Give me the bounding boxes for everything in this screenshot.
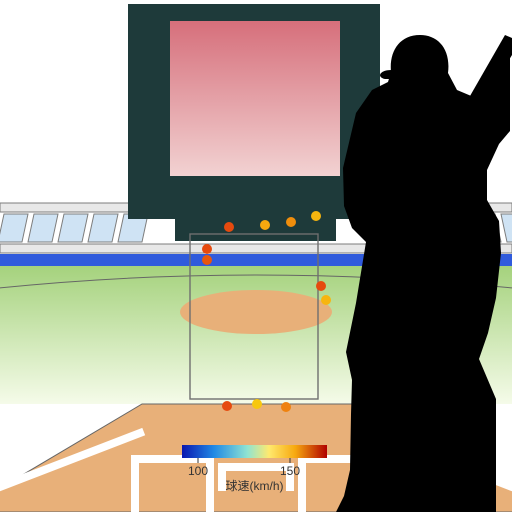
pitch-marker [311, 211, 321, 221]
pitch-marker [202, 255, 212, 265]
stadium-window [88, 214, 118, 242]
pitch-marker [281, 402, 291, 412]
legend-tick-label: 100 [188, 464, 208, 478]
pitch-marker [252, 399, 262, 409]
scoreboard-stem [175, 219, 336, 241]
pitch-marker [224, 222, 234, 232]
batter-silhouette [336, 35, 510, 512]
pitch-location-chart: 100 150球速(km/h) [0, 0, 512, 512]
pitch-marker [316, 281, 326, 291]
stadium-window [0, 214, 28, 242]
stadium-window [58, 214, 88, 242]
stadium-window [28, 214, 58, 242]
legend-tick-label: 150 [280, 464, 300, 478]
scoreboard-screen [170, 21, 340, 176]
stadium-window [501, 214, 512, 242]
pitch-marker [286, 217, 296, 227]
legend-axis-label: 球速(km/h) [226, 479, 284, 493]
pitch-marker [321, 295, 331, 305]
pitchers-mound [180, 290, 332, 334]
pitch-marker [222, 401, 232, 411]
legend-colorbar [182, 445, 327, 458]
scene-svg: 100 150球速(km/h) [0, 0, 512, 512]
pitch-marker [260, 220, 270, 230]
pitch-marker [202, 244, 212, 254]
